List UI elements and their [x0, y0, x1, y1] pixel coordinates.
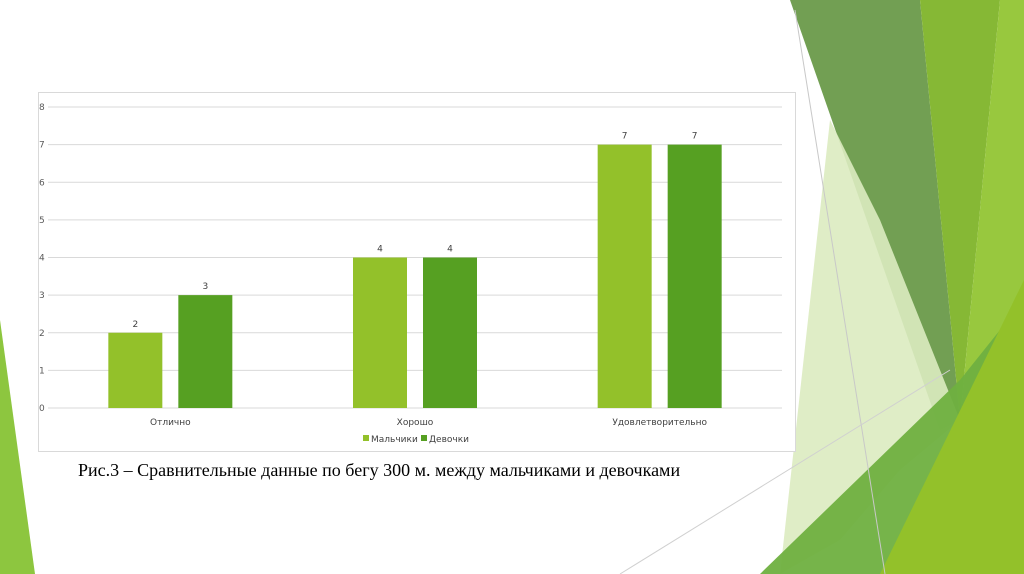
- data-label: 7: [622, 132, 628, 142]
- decor-line: [794, 9, 886, 574]
- data-label: 3: [202, 282, 208, 292]
- y-tick-label: 3: [39, 291, 45, 301]
- bar: [178, 295, 233, 408]
- legend-swatch: [421, 435, 427, 441]
- left-triangle-decoration: [0, 320, 35, 574]
- legend-swatch: [363, 435, 369, 441]
- bar: [667, 144, 722, 408]
- lime-shard: [880, 280, 1024, 574]
- y-tick-label: 4: [39, 254, 45, 264]
- x-category-label: Отлично: [150, 418, 191, 428]
- bar: [423, 257, 477, 408]
- bar: [597, 144, 652, 408]
- data-label: 4: [377, 245, 383, 255]
- y-tick-label: 5: [39, 216, 45, 226]
- green-shard: [920, 0, 1000, 420]
- y-tick-label: 8: [39, 103, 45, 113]
- bar: [108, 332, 163, 408]
- legend-label: Девочки: [429, 435, 469, 445]
- x-category-label: Хорошо: [397, 418, 434, 428]
- bar: [353, 257, 407, 408]
- y-tick-label: 2: [39, 329, 45, 339]
- x-category-label: Удовлетворительно: [612, 418, 707, 428]
- decor-line: [619, 369, 951, 574]
- y-tick-label: 6: [39, 178, 45, 188]
- data-label: 7: [692, 132, 698, 142]
- legend-label: Мальчики: [371, 435, 418, 445]
- figure-caption: Рис.3 – Сравнительные данные по бегу 300…: [78, 460, 681, 480]
- y-tick-label: 7: [39, 141, 45, 151]
- data-label: 4: [447, 245, 453, 255]
- y-tick-label: 0: [39, 404, 45, 414]
- chart-area: 0 1 2 3 4 5 6 7 8 Отлично 2 3 Хорошо 4 4 Удовлетворител…: [38, 92, 796, 452]
- pale-green-shard: [780, 120, 960, 574]
- y-tick-label: 1: [39, 366, 45, 376]
- bar-chart: 0 1 2 3 4 5 6 7 8 Отлично 2 3 Хорошо 4 4 Удовлетворител…: [39, 103, 782, 445]
- data-label: 2: [132, 320, 138, 330]
